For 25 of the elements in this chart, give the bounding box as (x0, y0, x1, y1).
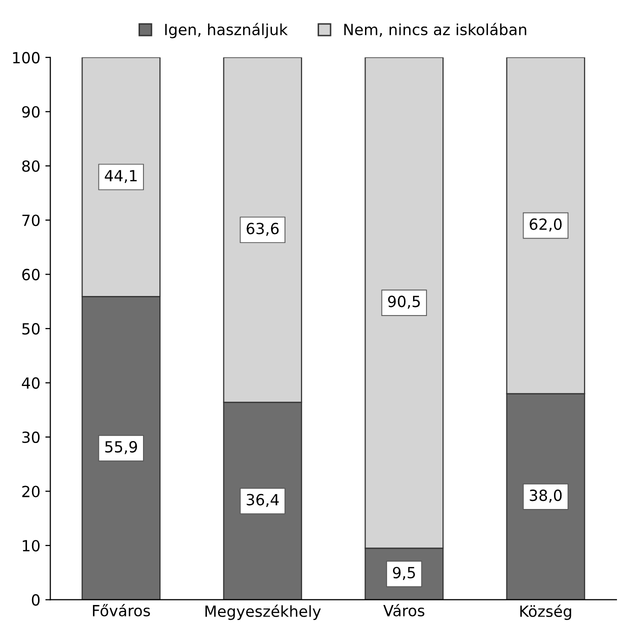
y-tick-label: 0 (32, 594, 40, 606)
data-label: 38,0 (530, 490, 562, 503)
y-tick-label: 30 (22, 431, 40, 444)
x-tick-label: Város (383, 604, 424, 616)
y-tick-label: 20 (22, 486, 40, 498)
y-tick-label: 60 (22, 268, 40, 280)
y-tick-label: 40 (22, 377, 40, 389)
x-tick-label: Főváros (92, 604, 150, 616)
data-label: 62,0 (530, 218, 562, 232)
data-label: 90,5 (388, 296, 420, 309)
data-label: 63,6 (246, 222, 279, 236)
legend-label: Nem, nincs az iskolában (344, 22, 526, 37)
data-label: 55,9 (105, 441, 138, 454)
x-tick-label: Megyeszékhely (205, 604, 321, 620)
x-tick-label: Község (520, 604, 572, 620)
y-tick-label: 80 (22, 160, 40, 172)
legend-label: Igen, használjuk (165, 22, 288, 38)
data-label: 9,5 (392, 566, 415, 580)
y-tick-label: 100 (13, 52, 40, 64)
data-label: 36,4 (246, 494, 279, 508)
data-label: 44,1 (104, 170, 137, 183)
y-tick-label: 70 (22, 214, 40, 226)
y-tick-label: 90 (22, 106, 40, 118)
y-tick-label: 10 (22, 540, 40, 552)
y-tick-label: 50 (22, 323, 40, 335)
